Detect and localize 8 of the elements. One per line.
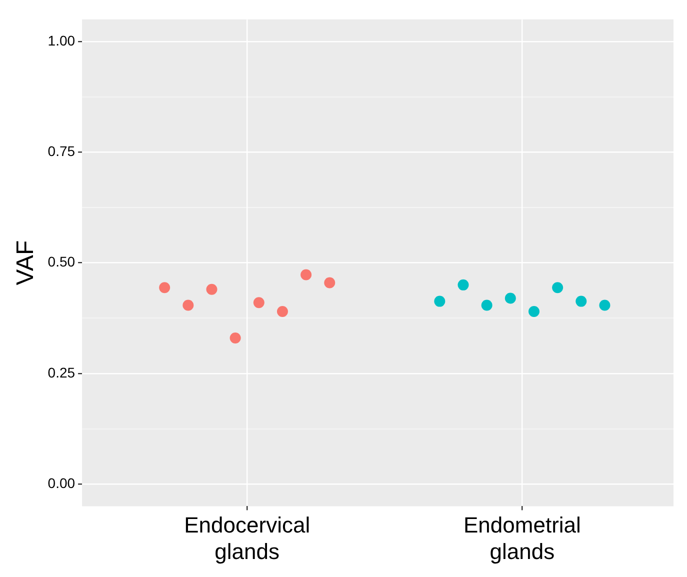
x-tick-label: Endometrial glands [464,512,581,564]
y-tick-label: 0.75 [48,143,76,160]
y-tick-label: 0.50 [48,254,76,270]
y-tick-label: 0.00 [48,474,76,491]
y-axis-title: VAF [12,240,40,286]
y-tick-label: 0.25 [48,364,76,380]
y-tick-label: 1.00 [48,32,76,48]
x-tick-label: Endocervical glands [184,512,310,564]
